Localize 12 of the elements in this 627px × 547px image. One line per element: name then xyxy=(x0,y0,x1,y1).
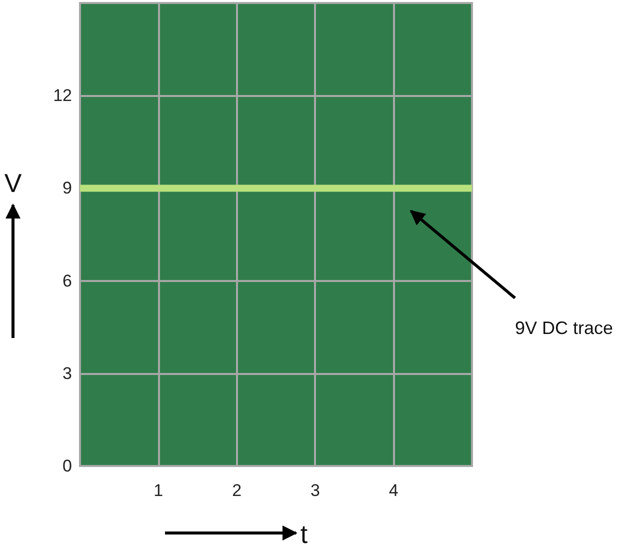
y-tick-label: 9 xyxy=(62,178,72,198)
y-axis-title: V xyxy=(4,168,22,198)
x-tick-label: 4 xyxy=(388,481,398,500)
x-tick-label: 3 xyxy=(310,481,320,500)
y-tick-label: 0 xyxy=(62,456,72,476)
y-tick-label: 6 xyxy=(62,271,72,290)
y-tick-label: 3 xyxy=(62,364,72,383)
x-axis-title: t xyxy=(300,519,308,547)
text: 9V DC trace xyxy=(515,318,614,338)
x-tick-label: 2 xyxy=(232,481,242,500)
y-tick-label: 12 xyxy=(53,86,72,106)
x-tick-label: 1 xyxy=(154,481,164,500)
